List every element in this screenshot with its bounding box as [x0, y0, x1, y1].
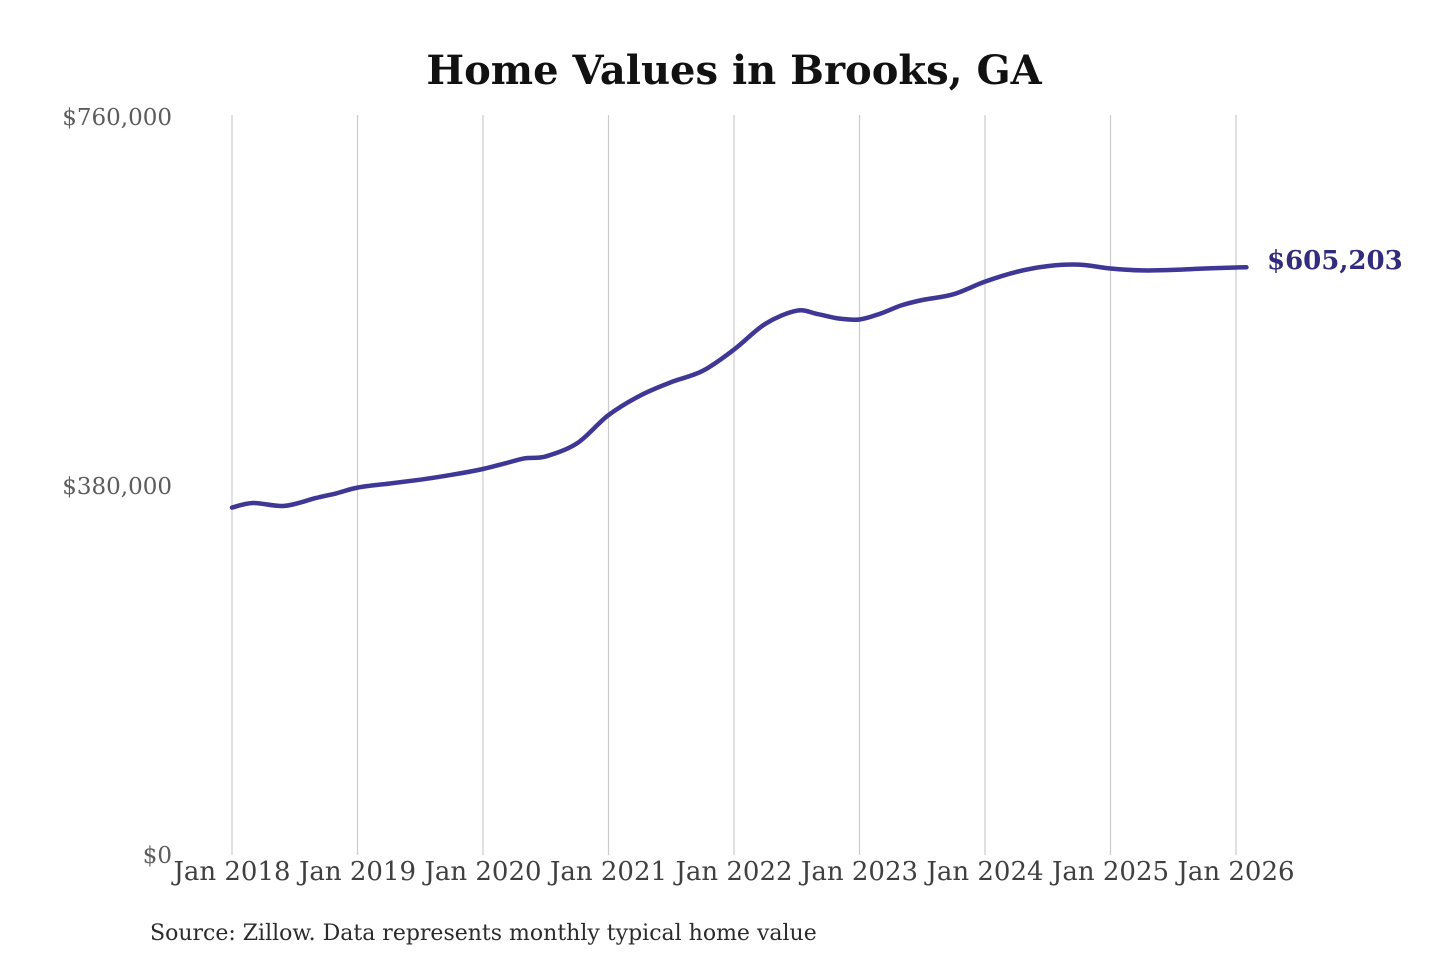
x-tick-label: Jan 2020 [421, 857, 541, 887]
x-tick-label: Jan 2026 [1174, 857, 1294, 887]
y-axis-tick-labels: $0 $380,000 $760,000 [62, 105, 172, 869]
x-tick-label: Jan 2025 [1049, 857, 1169, 887]
chart-title: Home Values in Brooks, GA [426, 47, 1042, 94]
home-value-line-series [229, 262, 1249, 510]
x-tick-label: Jan 2024 [923, 857, 1043, 887]
x-tick-label: Jan 2022 [672, 857, 792, 887]
x-tick-label: Jan 2021 [547, 857, 667, 887]
x-tick-label: Jan 2018 [170, 857, 290, 887]
x-tick-label: Jan 2019 [296, 857, 416, 887]
y-tick-label: $380,000 [62, 474, 172, 500]
y-tick-label: $760,000 [62, 105, 172, 131]
source-note: Source: Zillow. Data represents monthly … [150, 921, 817, 946]
x-tick-label: Jan 2023 [798, 857, 918, 887]
latest-value-label: $605,203 [1267, 246, 1403, 276]
x-axis-tick-labels: Jan 2018 Jan 2019 Jan 2020 Jan 2021 Jan 2022… [170, 857, 1294, 887]
y-tick-label: $0 [143, 843, 172, 869]
gridline-group [231, 115, 1237, 855]
